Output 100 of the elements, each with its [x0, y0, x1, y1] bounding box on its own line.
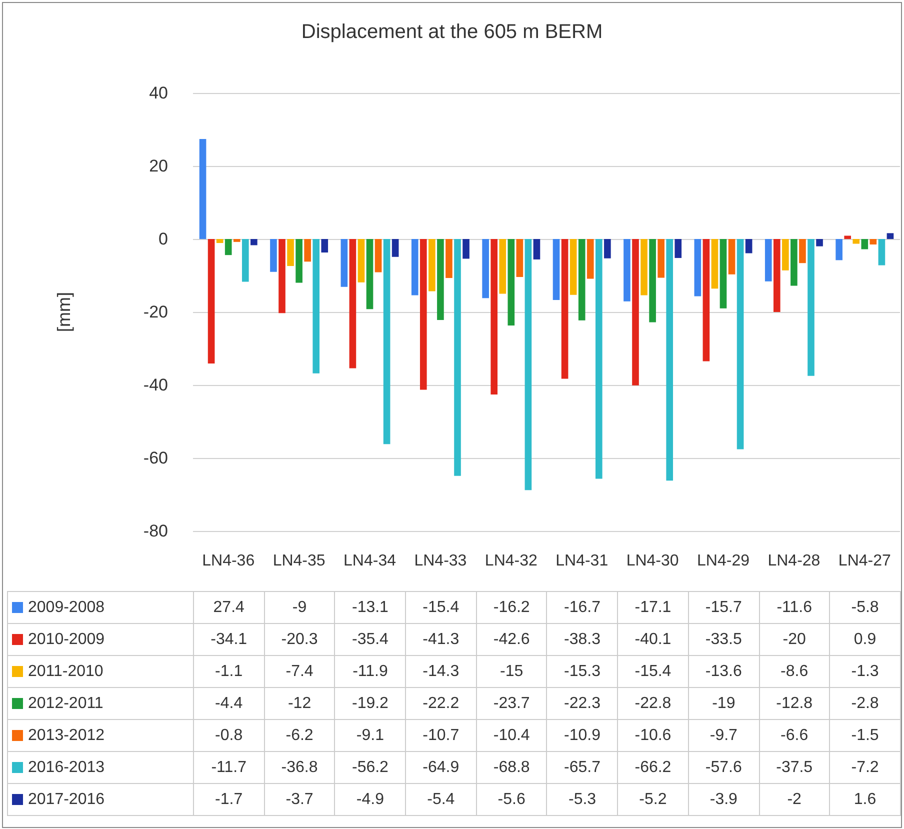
data-label: -10.6	[618, 720, 688, 752]
bar	[782, 239, 789, 270]
legend-label: 2009-2008	[8, 592, 194, 624]
bar	[711, 239, 718, 289]
bar	[270, 239, 277, 272]
y-tick-label: 0	[158, 230, 168, 248]
data-label: -14.3	[406, 656, 476, 688]
bar	[861, 239, 868, 250]
data-label: 0.9	[830, 624, 900, 656]
data-label: -1.7	[194, 784, 264, 816]
bar	[886, 233, 894, 239]
bar	[224, 239, 232, 256]
bar	[516, 239, 524, 277]
bar	[816, 239, 823, 246]
y-axis-title: [mm]	[54, 292, 74, 332]
data-label: -5.4	[406, 784, 476, 816]
data-label: -0.8	[194, 720, 264, 752]
data-label: -1.1	[194, 656, 264, 688]
x-tick-label: LN4-32	[484, 552, 538, 570]
bar	[321, 239, 328, 253]
bar	[358, 239, 365, 282]
data-label: -68.8	[476, 752, 547, 784]
data-label: -11.6	[759, 592, 830, 624]
data-label: -66.2	[618, 752, 688, 784]
bar	[674, 239, 682, 258]
x-tick-label: LN4-34	[344, 552, 396, 570]
data-label: 27.4	[194, 592, 264, 624]
data-label: -13.6	[688, 656, 759, 688]
data-label: -22.8	[618, 688, 688, 720]
data-label: -5.3	[546, 784, 618, 816]
bar	[640, 239, 648, 296]
y-tick-label: -20	[143, 302, 168, 322]
bar	[570, 239, 577, 295]
y-tick-label: -60	[143, 448, 168, 468]
bar	[561, 239, 568, 379]
data-label: -11.7	[194, 752, 264, 784]
data-label: -34.1	[194, 624, 264, 656]
bar	[366, 239, 374, 310]
bar	[552, 239, 560, 300]
data-label: -23.7	[476, 688, 547, 720]
data-label: -10.4	[476, 720, 547, 752]
data-label: -22.2	[406, 688, 476, 720]
data-label: -1.3	[830, 656, 900, 688]
legend-label: 2010-2009	[8, 624, 194, 656]
bar	[808, 239, 814, 376]
bar	[437, 239, 444, 320]
data-label: -6.6	[759, 720, 830, 752]
data-label: -35.4	[334, 624, 406, 656]
bar	[736, 239, 744, 450]
bar	[216, 239, 224, 244]
bar	[446, 239, 452, 278]
data-label: -6.2	[264, 720, 335, 752]
x-tick-label: LN4-36	[202, 552, 255, 570]
legend-label: 2012-2011	[8, 688, 194, 720]
bar	[852, 239, 860, 244]
data-label: -9	[264, 592, 335, 624]
data-label: -40.1	[618, 624, 688, 656]
bar	[586, 239, 594, 279]
bar	[340, 239, 348, 287]
data-label: -8.6	[759, 656, 830, 688]
x-tick-label: LN4-31	[556, 552, 608, 570]
data-label: 1.6	[830, 784, 900, 816]
data-label: -20.3	[264, 624, 335, 656]
data-label: -15.3	[546, 656, 618, 688]
y-tick-label: 40	[149, 84, 168, 102]
bar	[878, 239, 886, 266]
bar	[454, 239, 461, 476]
bar	[870, 239, 877, 244]
chart-title: Displacement at the 605 m BERM	[301, 21, 603, 43]
bar	[524, 239, 532, 490]
x-tick-label: LN4-28	[768, 552, 820, 570]
data-label: -10.9	[546, 720, 618, 752]
data-label: -15.4	[406, 592, 476, 624]
data-label: -5.8	[830, 592, 900, 624]
data-label: -56.2	[334, 752, 406, 784]
bar	[482, 239, 489, 298]
y-tick-label: -80	[143, 522, 168, 540]
bar	[666, 239, 674, 481]
bar	[278, 239, 286, 314]
data-label: -9.7	[688, 720, 759, 752]
bar	[604, 239, 611, 258]
data-label: -1.5	[830, 720, 900, 752]
data-label: -2.8	[830, 688, 900, 720]
bar	[728, 239, 736, 274]
bar	[287, 239, 294, 266]
bar	[199, 138, 206, 239]
data-label: -3.9	[688, 784, 759, 816]
bar	[632, 239, 639, 386]
data-label: -37.5	[759, 752, 830, 784]
legend-label: 2011-2010	[8, 656, 194, 688]
bar	[508, 239, 515, 326]
data-label: -17.1	[618, 592, 688, 624]
bar	[312, 239, 320, 374]
data-label: -13.1	[334, 592, 406, 624]
bar	[649, 239, 656, 322]
bar	[383, 239, 390, 444]
bar	[578, 239, 586, 320]
bar	[694, 239, 702, 296]
data-label: -41.3	[406, 624, 476, 656]
bar	[208, 239, 215, 364]
